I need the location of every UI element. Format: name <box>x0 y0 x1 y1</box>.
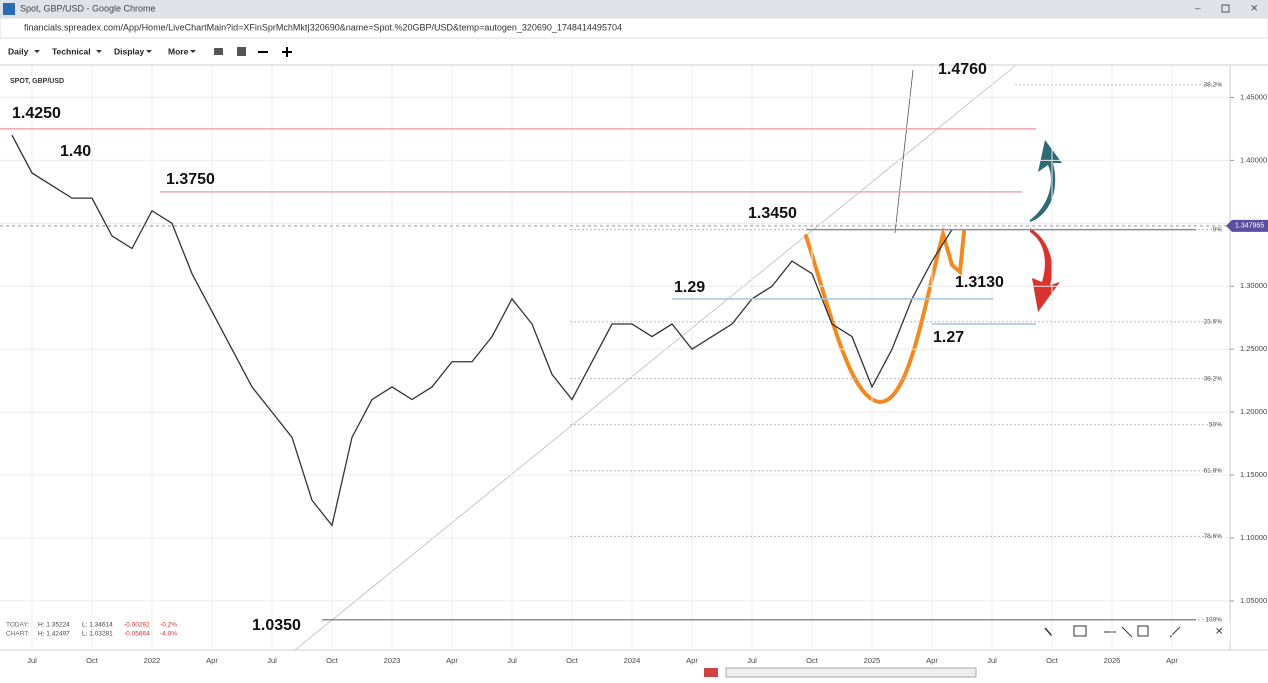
maximize[interactable] <box>1221 4 1230 13</box>
tool-rect[interactable] <box>1137 625 1149 637</box>
tools-bg <box>1040 622 1230 642</box>
minimize[interactable]: – <box>1195 4 1201 15</box>
y-tick-label: 1.05000 <box>1240 596 1267 605</box>
fib-label: 100% <box>1205 617 1222 624</box>
x-tick-label: 2026 <box>1104 656 1121 665</box>
fib-label: 23.6% <box>1204 318 1223 325</box>
fib-label: 50% <box>1209 421 1222 428</box>
fib-label: 61.8% <box>1204 467 1223 474</box>
save-icon[interactable] <box>237 47 246 56</box>
close[interactable]: ✕ <box>1250 4 1258 15</box>
y-tick-label: 1.10000 <box>1240 533 1267 542</box>
footer-flags <box>704 667 977 678</box>
fib-label: 38.2% <box>1204 375 1223 382</box>
x-tick-label: Oct <box>86 656 99 665</box>
x-tick-label: Apr <box>206 656 218 665</box>
stat-high: H: 1.42497 <box>38 631 70 638</box>
x-tick-label: Jul <box>987 656 997 665</box>
open-icon[interactable] <box>214 48 223 55</box>
stat-low: L: 1.34614 <box>82 622 113 629</box>
y-tick-label: 1.15000 <box>1240 470 1267 479</box>
menu[interactable]: Technical <box>52 46 91 56</box>
x-tick-label: Oct <box>1046 656 1059 665</box>
menu-caret <box>34 50 40 53</box>
y-tick-label: 1.25000 <box>1240 344 1267 353</box>
x-tick-label: Apr <box>1166 656 1178 665</box>
chart-title: SPOT, GBP/USD <box>10 78 64 85</box>
level-label: 1.27 <box>933 329 964 346</box>
price-tag: 1.347965 <box>1235 223 1264 230</box>
y-tick-label: 1.30000 <box>1240 281 1267 290</box>
fib-label: 38.2% <box>1204 82 1223 89</box>
tool-line[interactable] <box>1044 627 1053 637</box>
stat-low: L: 1.03281 <box>82 631 113 638</box>
stat-change: -0.00292 <box>124 622 150 629</box>
level-label: 1.4250 <box>12 105 61 122</box>
x-tick-label: Oct <box>566 656 579 665</box>
tool-fib[interactable] <box>1073 625 1087 637</box>
x-tick-label: Apr <box>686 656 698 665</box>
trend-line <box>294 65 1016 651</box>
toolbar-icons <box>214 47 292 57</box>
tool-ray[interactable] <box>1121 626 1133 638</box>
title-bar <box>0 0 1268 18</box>
annotation: 1.3130 <box>955 274 1004 291</box>
app-icon <box>3 3 15 15</box>
x-tick-label: Apr <box>926 656 938 665</box>
cup-and-handle <box>804 226 966 405</box>
x-tick-label: 2023 <box>384 656 401 665</box>
price-tag-bg <box>1226 219 1268 232</box>
menu-caret <box>96 50 102 53</box>
fib-label: 78.6% <box>1204 533 1223 540</box>
stat-label: CHART: <box>6 631 30 638</box>
menu[interactable]: More <box>168 46 189 56</box>
y-tick-label: 1.40000 <box>1240 155 1267 164</box>
x-tick-label: 2025 <box>864 656 881 665</box>
menu-caret <box>146 50 152 53</box>
toolbar <box>0 40 1268 64</box>
level-label: 1.29 <box>674 279 705 296</box>
y-tick-label: 1.45000 <box>1240 92 1267 101</box>
market-buttons[interactable] <box>725 667 977 678</box>
menu[interactable]: Daily <box>8 46 29 56</box>
x-tick-label: Jul <box>27 656 37 665</box>
address-bar[interactable] <box>0 17 1268 39</box>
stat-change: -0.05664 <box>124 631 150 638</box>
annotation: 1.40 <box>60 143 91 160</box>
fib-label: 0% <box>1213 226 1223 233</box>
annotation: 1.4760 <box>938 61 987 78</box>
level-label: 1.0350 <box>252 617 301 634</box>
drawing-tools: ✕ <box>1040 622 1230 642</box>
menu[interactable]: Display <box>114 46 145 56</box>
level-label: 1.3450 <box>748 205 797 222</box>
x-tick-label: Oct <box>326 656 339 665</box>
plot-area <box>0 66 1230 650</box>
x-tick-label: Apr <box>446 656 458 665</box>
flag <box>704 668 718 677</box>
price-line <box>11 134 953 527</box>
x-tick-label: 2024 <box>624 656 641 665</box>
x-tick-label: Jul <box>747 656 757 665</box>
x-tick-label: Jul <box>267 656 277 665</box>
url: financials.spreadex.com/App/Home/LiveCha… <box>24 22 622 32</box>
window-title: Spot, GBP/USD - Google Chrome <box>20 3 156 13</box>
stat-pct: -4.0% <box>160 631 177 638</box>
stat-pct: -0.2% <box>160 622 177 629</box>
x-tick-label: Oct <box>806 656 819 665</box>
tool-close[interactable]: ✕ <box>1215 627 1223 638</box>
stat-label: TODAY: <box>6 622 29 629</box>
menu-caret <box>190 50 196 53</box>
x-tick-label: Jul <box>507 656 517 665</box>
stat-high: H: 1.35224 <box>38 622 70 629</box>
level-label: 1.3750 <box>166 171 215 188</box>
x-tick-label: 2022 <box>144 656 161 665</box>
y-tick-label: 1.20000 <box>1240 407 1267 416</box>
